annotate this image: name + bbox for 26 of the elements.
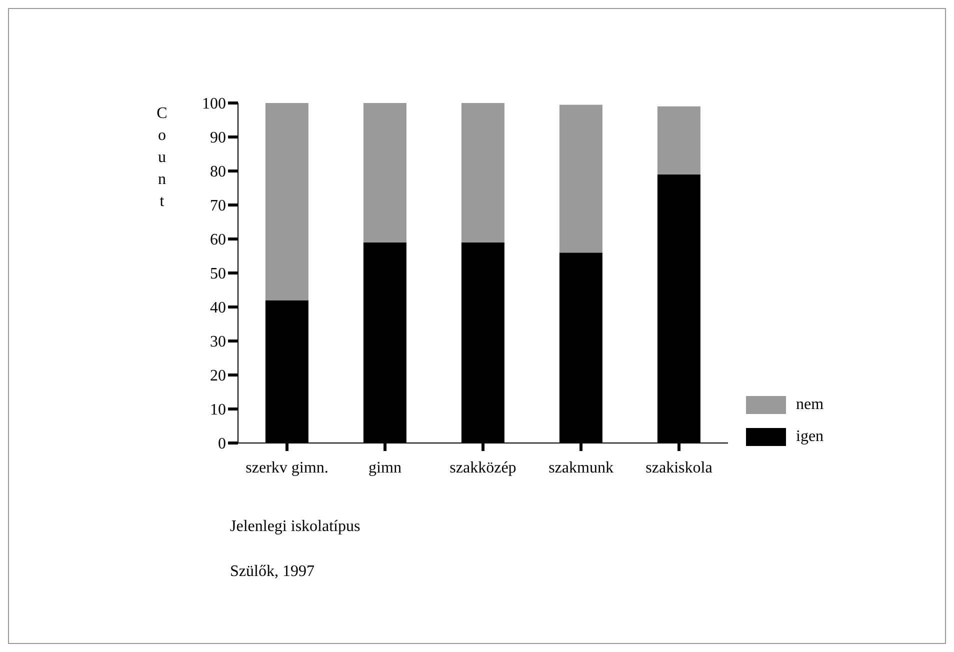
bar [559,104,602,253]
bar [265,103,308,300]
y-tick-label: 40 [210,300,226,317]
x-tick-label: szakmunk [548,459,614,476]
y-tick-label: 60 [210,232,226,249]
legend-label: nem [796,396,824,414]
y-tick-label: 90 [210,130,226,147]
text: Szülők, 1997 [230,563,314,581]
y-tick-label: 20 [210,368,226,385]
bar [461,103,504,242]
x-tick-label: gimn [368,459,402,476]
x-tick-label: szakközép [450,459,516,476]
x-tick-label: szakiskola [646,459,712,476]
y-tick-label: 0 [218,436,226,453]
legend-label: igen [796,428,824,446]
y-tick-label: 50 [210,266,226,283]
bar [657,106,700,174]
x-axis-title: Jelenlegi iskolatípus [230,518,360,536]
y-tick-label: 80 [210,164,226,181]
y-axis-title: Count [156,104,168,212]
y-tick-label: 10 [210,402,226,419]
y-tick-label: 30 [210,334,226,351]
bar [363,103,406,242]
y-tick-label: 70 [210,198,226,215]
x-tick-label: szerkv gimn. [246,459,328,476]
y-tick-label: 100 [202,96,226,113]
